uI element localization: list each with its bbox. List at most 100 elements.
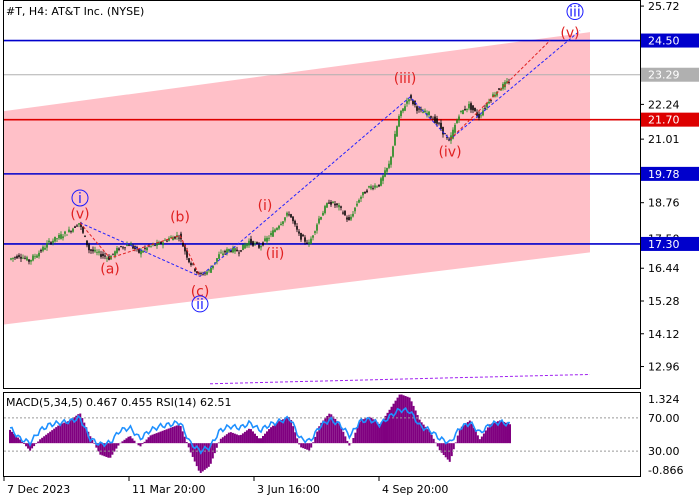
candle-body — [184, 244, 186, 252]
candle-body — [24, 257, 26, 259]
wave-label-1: (v) — [70, 207, 89, 223]
candle-body — [76, 225, 78, 227]
candle-body — [118, 248, 120, 250]
candle-body — [360, 196, 362, 199]
candle-body — [342, 212, 344, 214]
wave-label-10: (v) — [560, 26, 579, 42]
candle-body — [58, 234, 60, 239]
candle-body — [418, 108, 420, 110]
candle-body — [320, 217, 322, 220]
candle-body — [100, 254, 102, 257]
wave-label-4: (c) — [191, 284, 210, 300]
candle-body — [434, 116, 436, 124]
rsi-line — [9, 406, 511, 455]
level-badge-label-4: 17.30 — [648, 238, 680, 251]
candle-body — [204, 272, 206, 274]
candle-body — [246, 243, 248, 247]
candle-body — [106, 257, 108, 259]
candle-body — [350, 216, 352, 220]
candle-body — [376, 186, 378, 188]
candle-body — [316, 224, 318, 231]
time-tick-label-2: 3 Jun 16:00 — [257, 483, 320, 496]
candle-body — [386, 167, 388, 172]
candle-body — [370, 186, 372, 189]
bottom-trendline — [209, 373, 591, 385]
candle-body — [194, 268, 196, 272]
wave-label-3: (b) — [170, 209, 190, 225]
candle-body — [162, 242, 164, 246]
candle-body — [166, 240, 168, 242]
candle-body — [182, 242, 184, 247]
indicator-tick-label-2: 30.00 — [648, 445, 680, 458]
wave-label-0: i — [78, 191, 82, 207]
candle-body — [196, 271, 198, 274]
candle-body — [12, 257, 14, 259]
candle-body — [28, 259, 30, 262]
level-badges: 24.50 23.29 21.70 19.78 17.30 — [641, 33, 699, 251]
candle-body — [440, 122, 442, 130]
candle-body — [308, 242, 310, 245]
candle-body — [158, 242, 160, 245]
wave-label-2: (a) — [100, 262, 120, 278]
candle-body — [200, 273, 202, 274]
candle-body — [446, 137, 448, 138]
candle-body — [358, 199, 360, 203]
candle-body — [50, 242, 52, 244]
candle-body — [464, 108, 466, 111]
candle-body — [322, 212, 324, 216]
candle-body — [62, 236, 64, 239]
candle-body — [208, 269, 210, 271]
candle-body — [52, 240, 54, 243]
candle-body — [80, 222, 82, 227]
candle-body — [452, 129, 454, 139]
candle-body — [506, 81, 508, 84]
candle-body — [416, 106, 418, 111]
candle-body — [410, 95, 412, 99]
wave-labels: i(v)(a)(b)(c)ii(i)(ii)(iii)(iv)(v)iii — [70, 3, 584, 313]
candle-body — [390, 156, 392, 165]
candle-body — [470, 103, 472, 110]
candle-body — [230, 250, 232, 252]
candle-body — [10, 258, 12, 260]
candle-body — [408, 99, 410, 102]
candle-body — [456, 119, 458, 124]
candle-body — [338, 205, 340, 208]
candle-body — [484, 107, 486, 109]
candle-body — [112, 253, 114, 255]
candle-body — [284, 217, 286, 221]
candle-body — [374, 185, 376, 188]
candle-body — [168, 238, 170, 241]
candle-body — [406, 101, 408, 104]
candle-body — [114, 251, 116, 256]
candle-body — [210, 267, 212, 273]
candle-body — [368, 186, 370, 188]
candle-body — [38, 252, 40, 257]
candle-body — [344, 211, 346, 216]
candle-body — [480, 115, 482, 117]
candle-body — [92, 249, 94, 252]
candle-body — [260, 246, 262, 248]
candle-body — [278, 225, 280, 229]
price-axis: 25.7222.2421.0118.7617.5016.4415.2814.12… — [640, 0, 680, 374]
candle-body — [30, 259, 32, 262]
candle-body — [326, 203, 328, 208]
candle-body — [222, 253, 224, 256]
candle-body — [56, 238, 58, 240]
candle-body — [240, 250, 242, 252]
wave-label-circle-11 — [566, 3, 584, 21]
candle-body — [466, 108, 468, 110]
candle-body — [280, 223, 282, 225]
candle-body — [142, 250, 144, 253]
candle-body — [476, 112, 478, 116]
candle-body — [236, 249, 238, 252]
candle-body — [412, 100, 414, 105]
wave-label-5: ii — [196, 297, 204, 313]
indicator-frame — [3, 392, 641, 477]
candle-body — [352, 213, 354, 217]
candle-body — [348, 217, 350, 221]
candle-body — [124, 247, 126, 249]
candle-body — [84, 235, 86, 237]
candle-body — [116, 248, 118, 254]
candle-body — [312, 235, 314, 238]
